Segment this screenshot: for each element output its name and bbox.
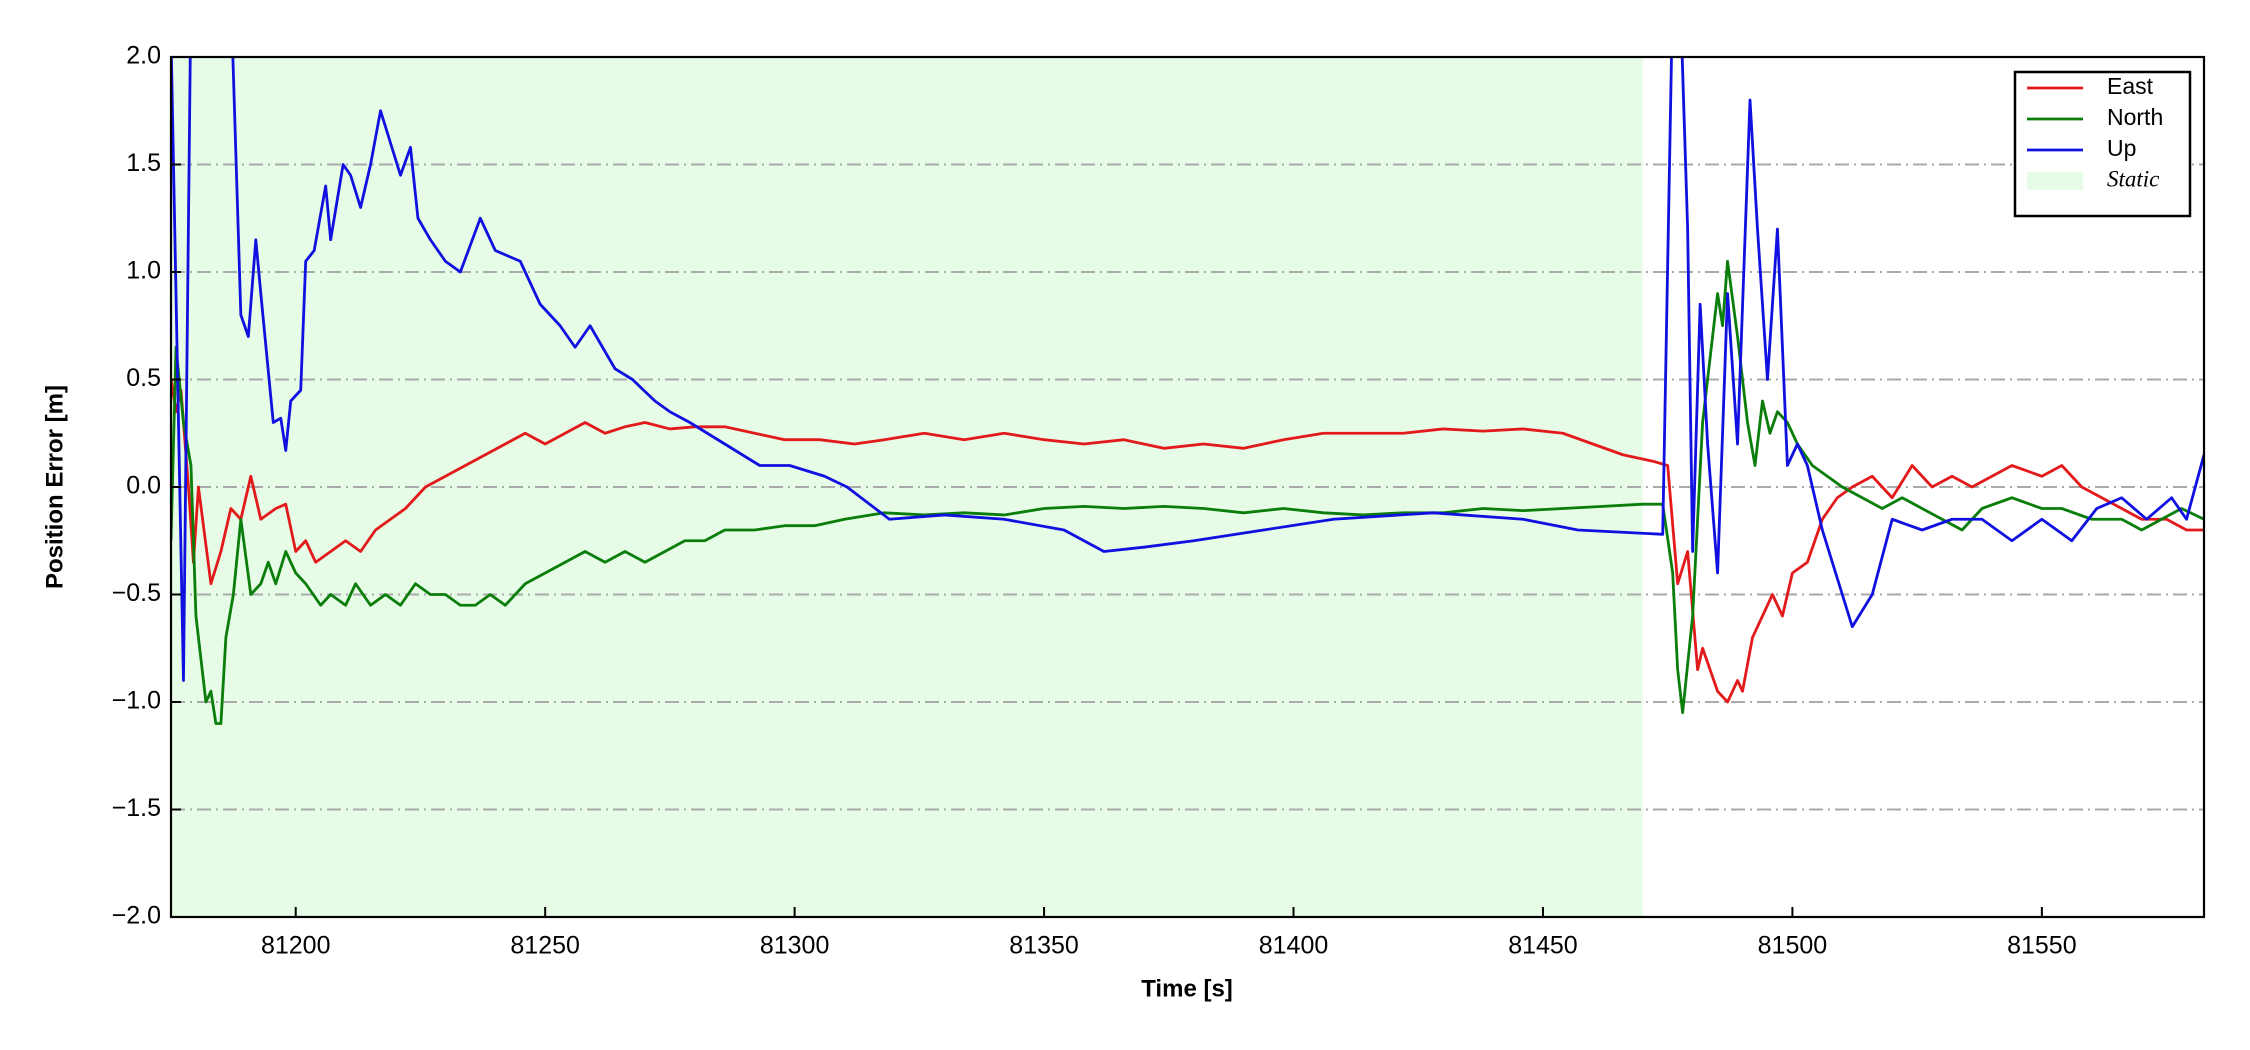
x-tick-label: 81500 (1758, 932, 1828, 960)
x-tick-label: 81200 (261, 932, 331, 960)
lines (171, 57, 2204, 725)
y-tick-label: 1.0 (126, 257, 161, 285)
y-tick-label: 0.0 (126, 472, 161, 500)
y-tick-label: −1.0 (112, 687, 161, 715)
legend: East North Up Static (2013, 70, 2192, 218)
legend-label: East (2107, 73, 2154, 99)
legend-label: North (2107, 104, 2163, 130)
x-tick-label: 81300 (760, 932, 830, 960)
x-axis-label: Time [s] (1141, 975, 1233, 1002)
series-line (171, 259, 2204, 725)
x-tick-label: 81400 (1259, 932, 1329, 960)
y-tick-label: 0.5 (126, 364, 161, 392)
ticks: −2.0 −1.5 −1.0 −0.5 0.0 0.5 1.0 1.5 2.0 81200 8125… (112, 42, 2077, 960)
y-tick-label: −0.5 (112, 579, 161, 607)
x-tick-label: 81450 (1508, 932, 1578, 960)
series-line (171, 57, 2204, 682)
legend-swatch (2027, 172, 2083, 190)
legend-label: Up (2107, 135, 2136, 161)
x-tick-label: 81350 (1009, 932, 1079, 960)
y-axis-label: Position Error [m] (41, 385, 68, 589)
legend-box (2013, 70, 2192, 218)
x-tick-label: 81250 (510, 932, 580, 960)
y-tick-label: −1.5 (112, 794, 161, 822)
y-tick-label: 2.0 (126, 42, 161, 70)
legend-label: Static (2107, 166, 2159, 191)
y-tick-label: −2.0 (112, 902, 161, 930)
series-line (171, 379, 2204, 704)
x-tick-label: 81550 (2007, 932, 2077, 960)
y-tick-label: 1.5 (126, 149, 161, 177)
